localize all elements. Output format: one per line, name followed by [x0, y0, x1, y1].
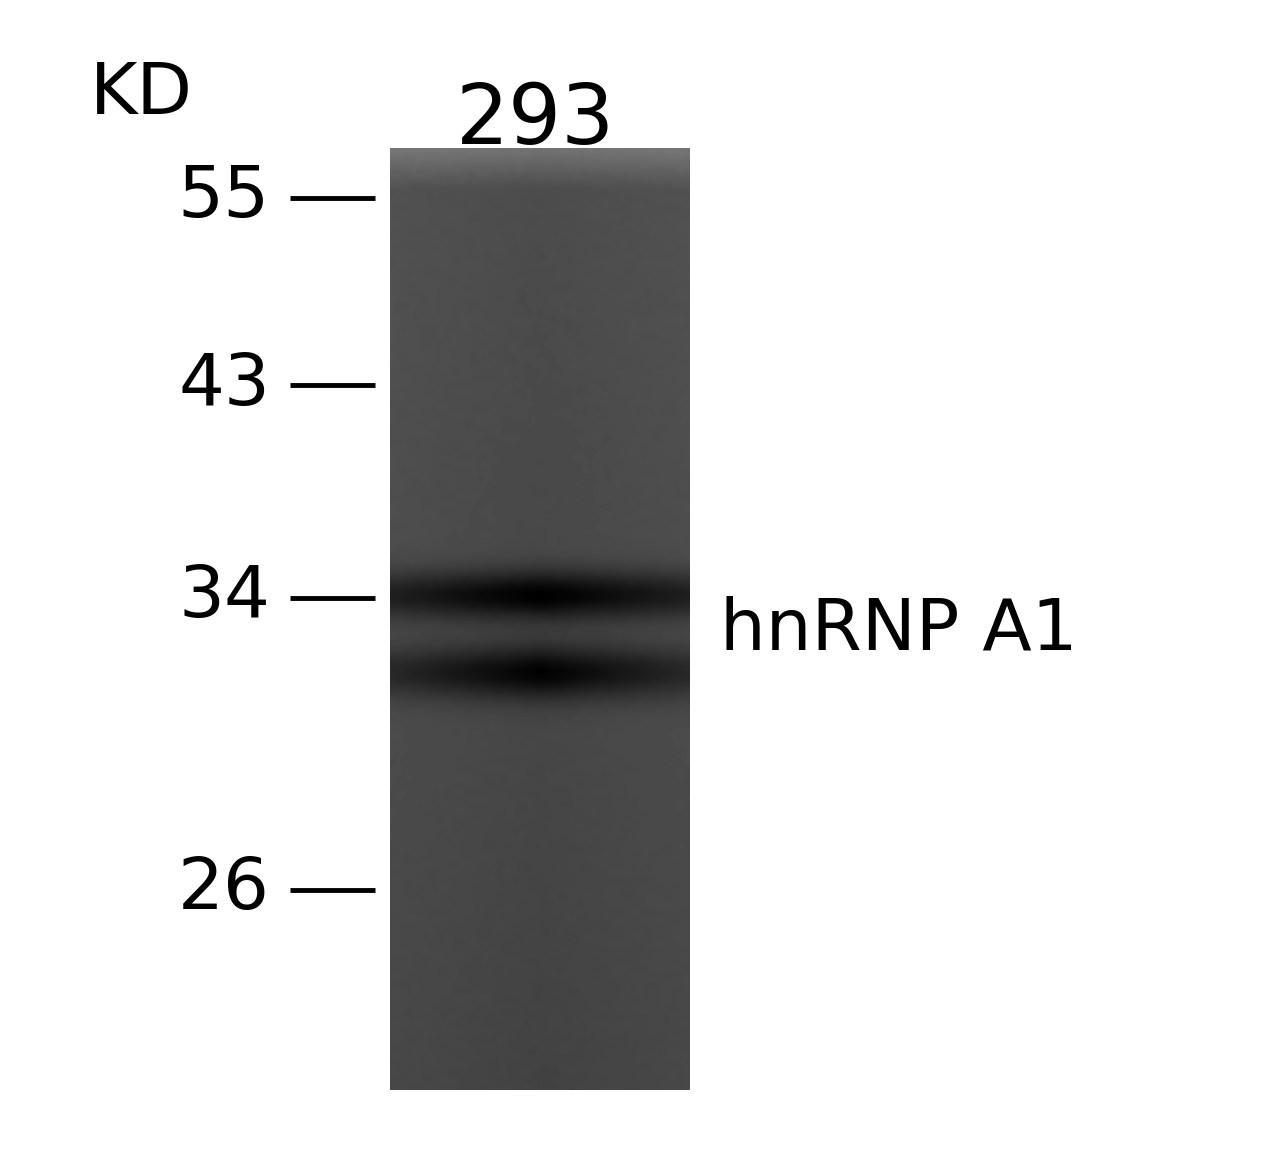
Text: 55: 55: [178, 164, 270, 233]
Text: hnRNP A1: hnRNP A1: [719, 596, 1078, 665]
Text: 26: 26: [178, 855, 270, 924]
Text: 293: 293: [456, 80, 614, 161]
Text: 34: 34: [178, 564, 270, 633]
Text: KD: KD: [90, 60, 193, 129]
Text: 43: 43: [178, 351, 270, 420]
